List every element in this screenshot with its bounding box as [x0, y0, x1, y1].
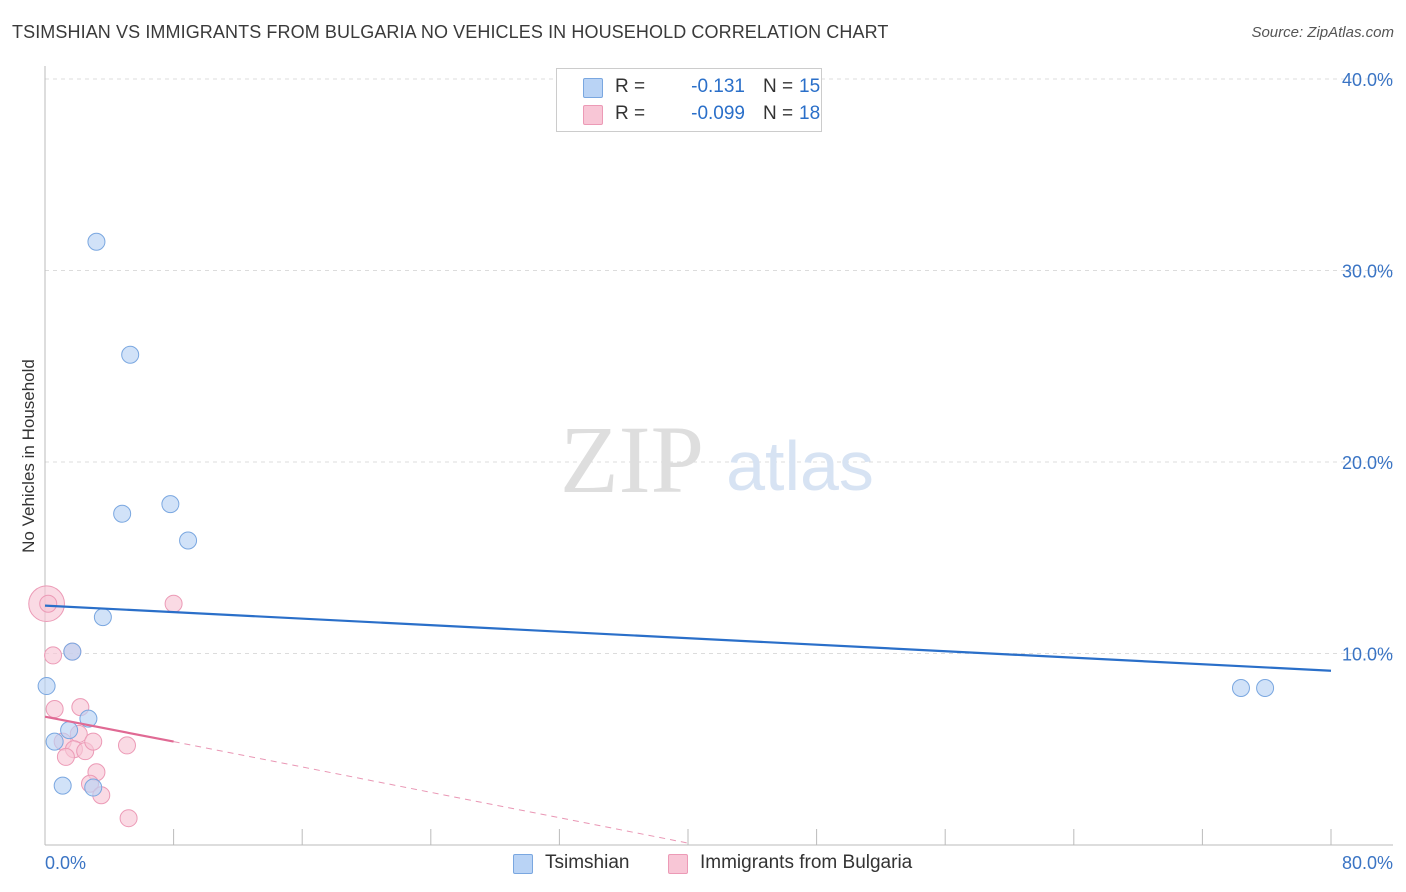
grid-lines: [45, 78, 1393, 654]
y-tick-label: 30.0%: [1342, 262, 1393, 282]
point-tsimshian: [84, 778, 103, 797]
point-tsimshian: [1256, 678, 1275, 697]
point-bulgaria: [117, 736, 136, 755]
watermark-zip: ZIP: [560, 406, 704, 513]
legend-r-value: -0.099: [691, 103, 745, 124]
axis-labels: 10.0% 20.0% 30.0% 40.0% 0.0% 80.0%: [45, 70, 1393, 873]
bottom-legend-swatch-blue: [513, 854, 533, 874]
trend-lines: [44, 604, 1332, 844]
watermark-atlas: atlas: [726, 427, 874, 505]
point-tsimshian: [161, 495, 180, 514]
point-bulgaria: [164, 594, 183, 613]
point-tsimshian: [37, 677, 56, 696]
y-axis-label: No Vehicles in Household: [19, 359, 38, 553]
point-bulgaria: [119, 809, 138, 828]
axes: [44, 66, 1393, 846]
y-tick-label: 10.0%: [1342, 645, 1393, 665]
legend-n-label: N =: [763, 76, 794, 97]
point-tsimshian: [113, 504, 132, 523]
source-label: Source: ZipAtlas.com: [1251, 24, 1394, 41]
legend-r-label: R =: [615, 76, 646, 97]
y-tick-label: 40.0%: [1342, 70, 1393, 90]
legend-r-label: R =: [615, 103, 646, 124]
point-bulgaria: [84, 732, 103, 751]
point-bulgaria: [44, 646, 63, 665]
y-tick-label: 20.0%: [1342, 453, 1393, 473]
chart-title: TSIMSHIAN VS IMMIGRANTS FROM BULGARIA NO…: [12, 22, 889, 42]
legend-swatch-pink: [583, 105, 603, 125]
point-tsimshian: [53, 776, 72, 795]
bottom-legend-swatch-pink: [668, 854, 688, 874]
legend-n-value: 18: [799, 103, 821, 124]
legend-swatch-blue: [583, 78, 603, 98]
legend-n-label: N =: [763, 103, 794, 124]
point-tsimshian: [60, 721, 79, 740]
x-tick-label-max: 80.0%: [1342, 853, 1393, 873]
watermark: ZIP atlas: [560, 406, 874, 513]
point-bulgaria: [56, 747, 75, 766]
trend-line-bulgaria: [44, 715, 174, 743]
point-tsimshian: [1231, 678, 1250, 697]
trend-line-bulgaria-extrapolated: [173, 741, 689, 844]
point-bulgaria: [39, 594, 58, 613]
point-tsimshian: [179, 531, 198, 550]
bottom-legend-label: Immigrants from Bulgaria: [700, 852, 913, 873]
point-tsimshian: [63, 642, 82, 661]
point-tsimshian: [79, 709, 98, 728]
point-tsimshian: [87, 232, 106, 251]
data-points: [28, 232, 1275, 828]
point-tsimshian: [121, 345, 140, 364]
legend-n-value: 15: [799, 76, 821, 97]
point-tsimshian: [45, 732, 64, 751]
legend-box: R = -0.131 N = 15 R = -0.099 N = 18: [556, 68, 822, 132]
legend-r-value: -0.131: [691, 76, 745, 97]
trend-line-tsimshian: [44, 604, 1332, 672]
bottom-legend-label: Tsimshian: [545, 852, 630, 873]
point-bulgaria: [45, 700, 64, 719]
point-tsimshian: [93, 608, 112, 627]
x-tick-label-min: 0.0%: [45, 853, 86, 873]
